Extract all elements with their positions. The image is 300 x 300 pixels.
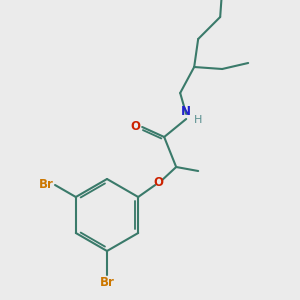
Text: O: O [153,176,163,190]
Text: O: O [130,119,140,133]
Text: Br: Br [39,178,54,191]
Text: H: H [194,115,202,125]
Text: N: N [181,105,191,118]
Text: Br: Br [100,276,114,289]
